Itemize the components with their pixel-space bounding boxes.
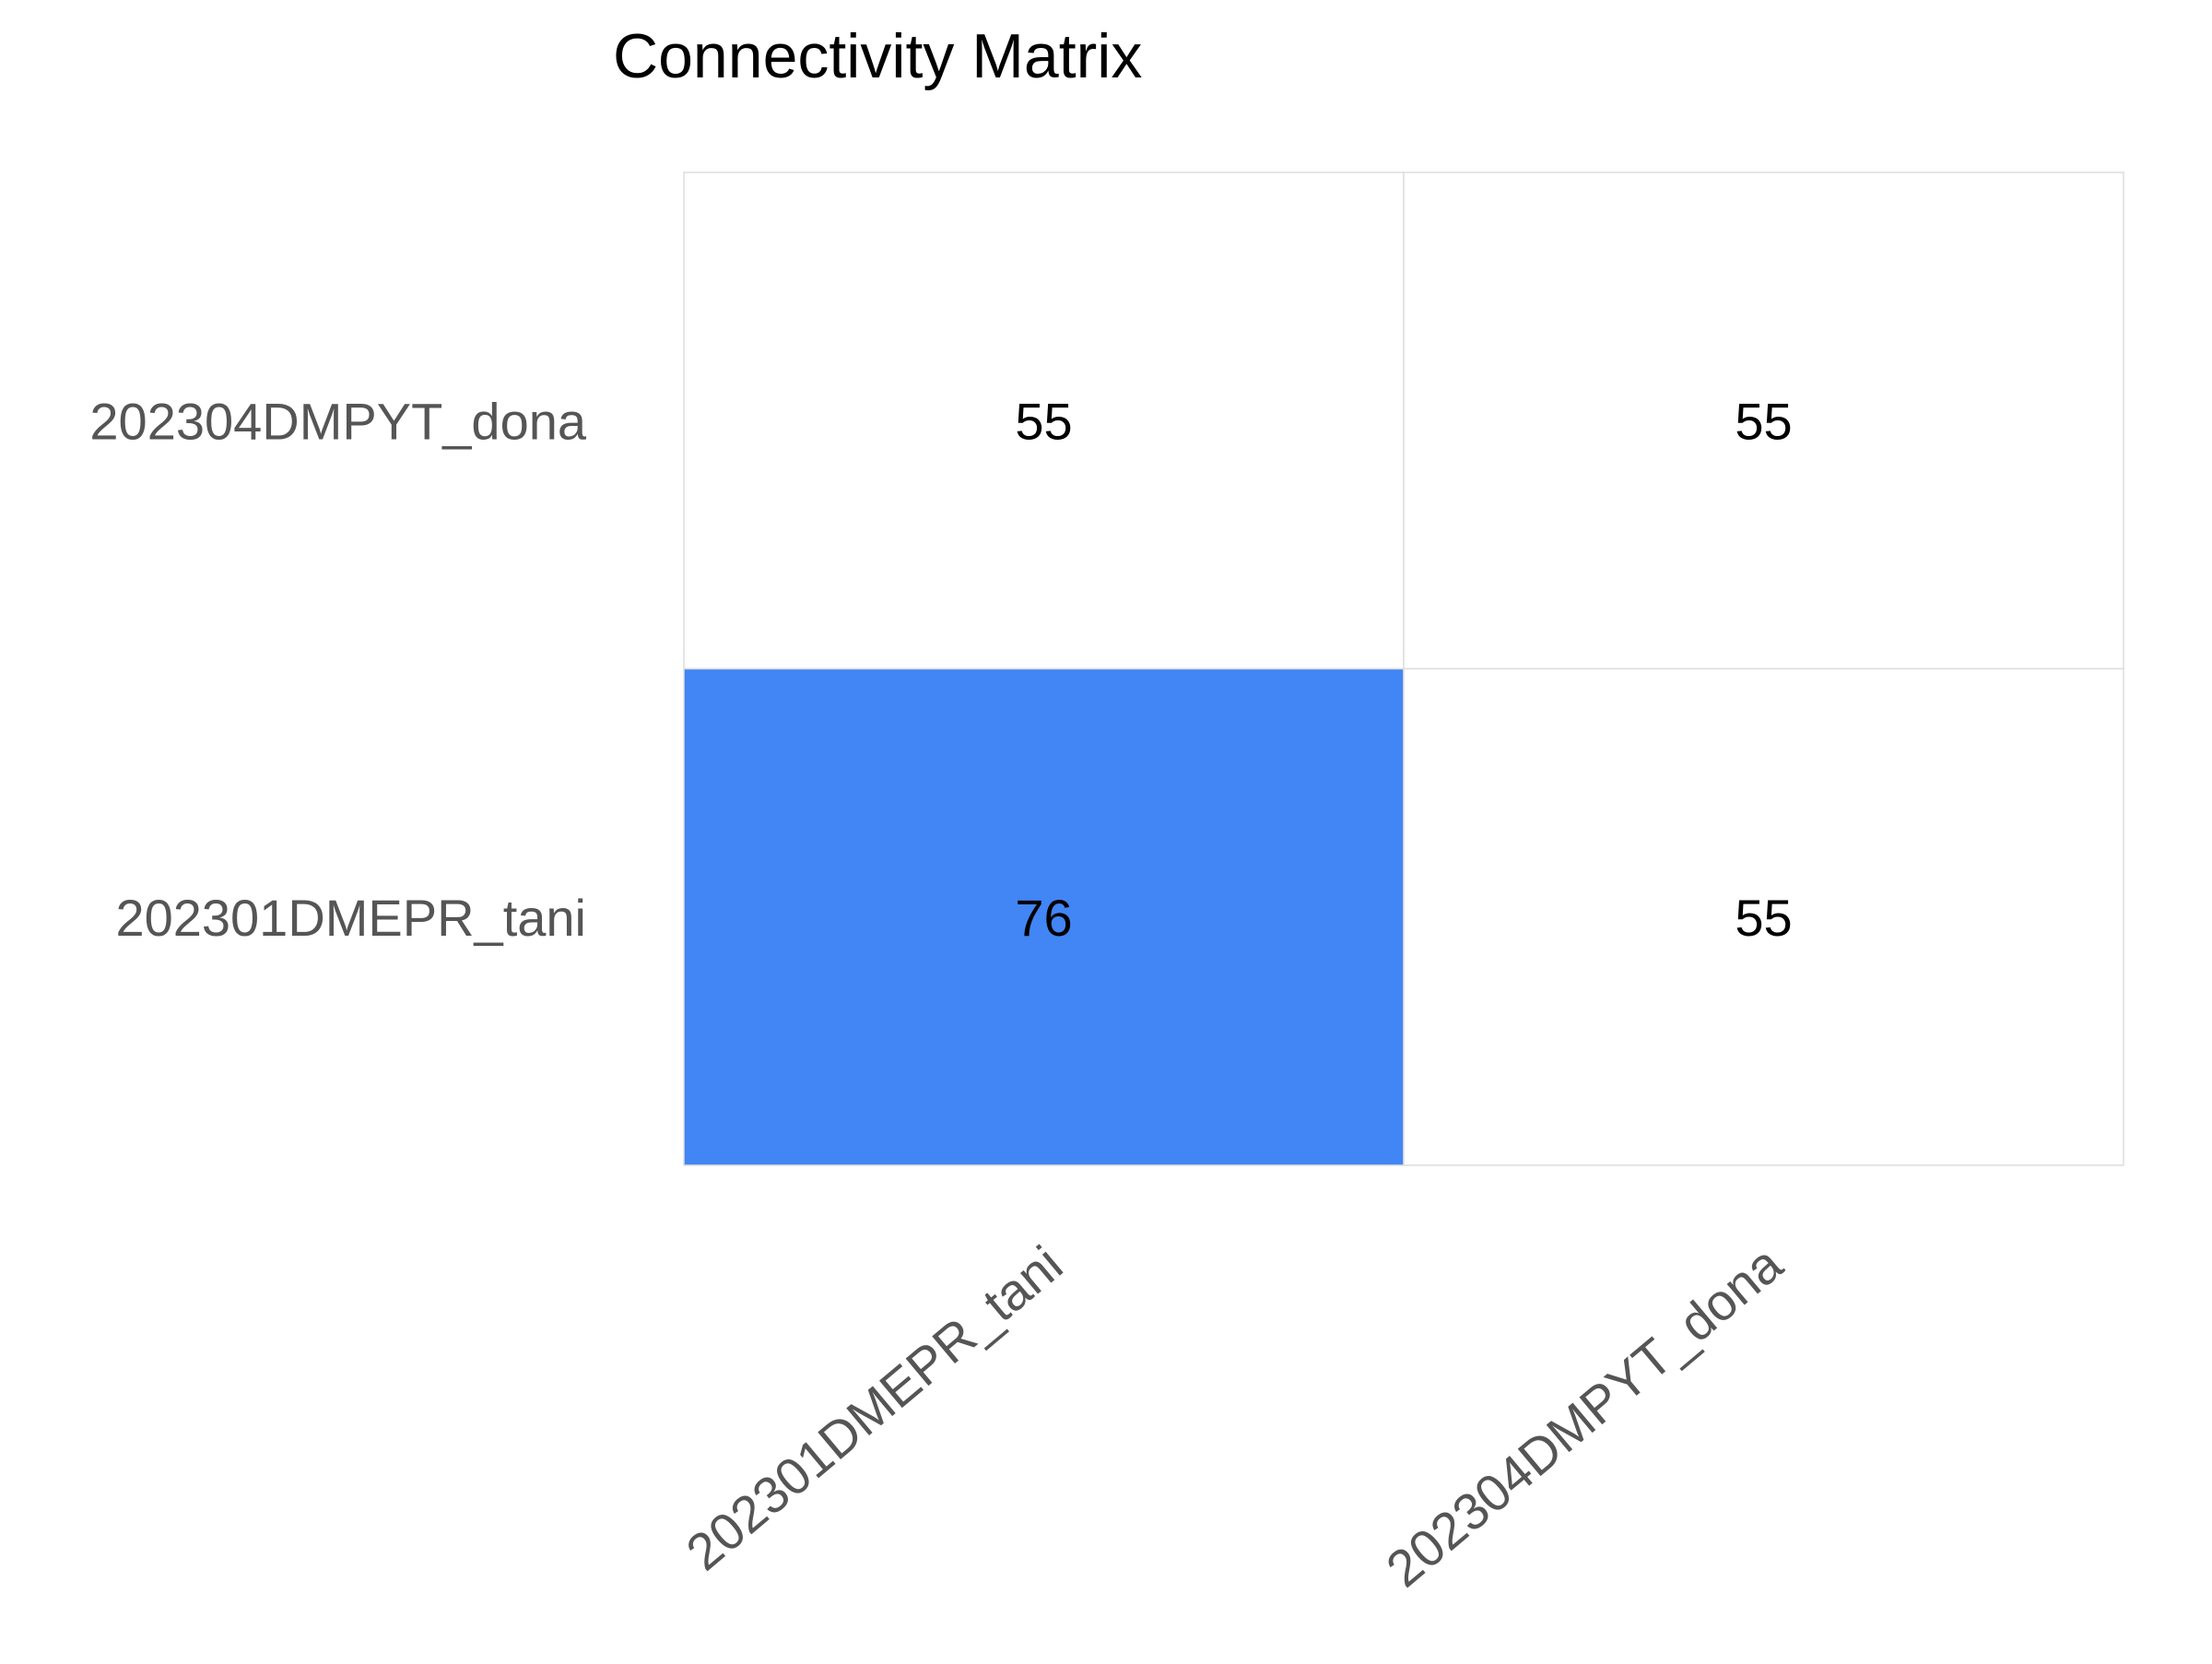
y-tick-label: 202301DMEPR_tani — [115, 889, 586, 947]
x-tick-label: 202301DMEPR_tani — [676, 1234, 1074, 1581]
chart-title: Connectivity Matrix — [613, 21, 1143, 91]
cell-value-label: 76 — [1015, 889, 1072, 947]
cell-value-label: 55 — [1735, 889, 1792, 947]
cell-value-label: 55 — [1015, 392, 1072, 450]
y-tick-label: 202304DMPYT_dona — [89, 392, 586, 450]
heatmap-cell — [683, 171, 1405, 670]
x-tick-label: 202304DMPYT_dona — [1375, 1233, 1794, 1598]
heatmap-cell — [1403, 667, 2124, 1166]
cell-value-label: 55 — [1735, 392, 1792, 450]
heatmap-cell — [683, 667, 1405, 1166]
heatmap-cell — [1403, 171, 2124, 670]
